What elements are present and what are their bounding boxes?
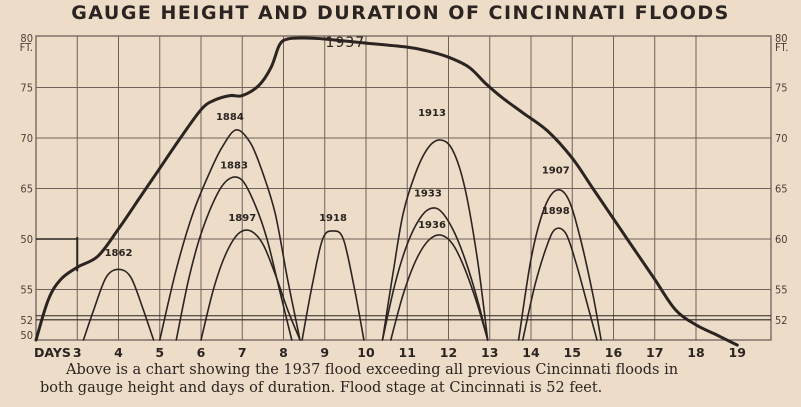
x-axis: DAYS 3 4 5 6 7 8 9 10 11 12 13 14 15 16 17 18 19 [34,345,746,360]
y-tick-right: 80 [775,32,788,45]
series-label-1918: 1918 [319,213,347,224]
series-line-1897 [200,229,301,341]
series-line-1884 [159,129,301,341]
x-tick: 18 [687,345,704,360]
y-tick-right: 75 [775,82,788,95]
x-tick: 17 [646,345,663,360]
x-tick: 5 [155,345,164,360]
caption: Above is a chart showing the 1937 flood … [40,361,800,397]
series-line-1918 [301,230,365,341]
caption-line-2: both gauge height and days of duration. … [40,380,603,396]
y-tick-right: 55 [775,284,788,297]
series-line-1936 [390,234,489,341]
x-tick: 11 [399,345,416,360]
x-tick: 16 [605,345,623,360]
series-label-1937: 1937 [326,35,366,51]
x-tick: 19 [729,345,746,360]
series-label-1933: 1933 [414,189,442,200]
series-line-1937 [34,36,739,347]
x-tick: 10 [357,345,375,360]
series-line-1898 [522,227,598,341]
series-label-1936: 1936 [418,220,446,231]
x-tick: 9 [320,345,329,360]
x-axis-label: DAYS [34,345,71,360]
y-tick-left-unit: FT. [20,41,33,54]
y-tick-right-unit: FT. [775,41,788,54]
y-tick-right: 52 [775,314,788,327]
x-tick: 12 [440,345,457,360]
flood-stage-lines [36,237,771,321]
chart-title: GAUGE HEIGHT AND DURATION OF CINCINNATI … [71,2,730,24]
y-tick-left: 70 [20,132,33,145]
series [34,36,739,347]
series-line-1883 [175,176,293,341]
series-labels: 1937 1862 1884 1883 1897 1918 1913 1933 1936 1907… [105,35,570,259]
y-tick-right: 65 [775,183,788,196]
y-tick-left: 50 [20,329,33,342]
series-label-1862: 1862 [105,248,133,259]
series-line-1913 [381,139,489,341]
series-label-1883: 1883 [220,160,248,171]
x-tick: 4 [114,345,123,360]
y-tick-left: 52 [20,314,33,327]
x-tick: 6 [197,345,206,360]
y-tick-right: 60 [775,233,788,246]
x-tick: 13 [481,345,498,360]
y-tick-left: 75 [20,82,33,95]
x-tick: 14 [522,345,540,360]
series-label-1913: 1913 [418,108,446,119]
x-tick: 8 [279,345,288,360]
y-tick-right: 70 [775,132,788,145]
series-label-1898: 1898 [542,206,570,217]
caption-line-1: Above is a chart showing the 1937 flood … [66,362,679,378]
series-label-1897: 1897 [228,213,256,224]
series-line-1933 [381,207,489,341]
y-tick-left: 65 [20,183,33,196]
series-line-1907 [517,188,602,341]
x-tick: 7 [238,345,247,360]
x-tick: 15 [564,345,581,360]
series-line-1862 [82,268,155,341]
x-tick: 3 [73,345,82,360]
y-tick-left: 50 [20,233,33,246]
y-tick-left: 80 [20,32,33,45]
series-label-1907: 1907 [542,165,570,176]
series-label-1884: 1884 [216,112,244,123]
grid [35,35,772,341]
y-tick-left: 55 [20,284,33,297]
